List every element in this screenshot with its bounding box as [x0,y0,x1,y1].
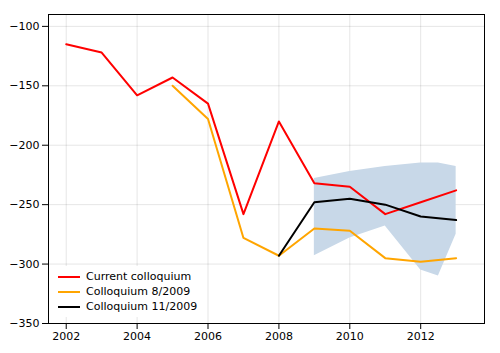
svg-text:2008: 2008 [265,330,293,343]
svg-text:−250: −250 [9,198,39,211]
svg-text:2004: 2004 [123,330,151,343]
svg-text:−200: −200 [9,139,39,152]
svg-text:−350: −350 [9,317,39,330]
svg-text:2012: 2012 [407,330,435,343]
svg-text:−150: −150 [9,79,39,92]
html-text:Colloquium 8/2009: Colloquium 8/2009 [86,285,191,298]
svg-text:−100: −100 [9,20,39,33]
html-text:Colloquium 11/2009: Colloquium 11/2009 [86,300,198,313]
html-text:Current colloquium: Current colloquium [86,270,192,283]
svg-text:2006: 2006 [194,330,222,343]
svg-text:2002: 2002 [52,330,80,343]
svg-text:−300: −300 [9,258,39,271]
svg-text:2010: 2010 [336,330,364,343]
